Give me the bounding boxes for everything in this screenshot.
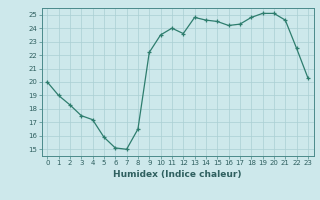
X-axis label: Humidex (Indice chaleur): Humidex (Indice chaleur) [113,170,242,179]
